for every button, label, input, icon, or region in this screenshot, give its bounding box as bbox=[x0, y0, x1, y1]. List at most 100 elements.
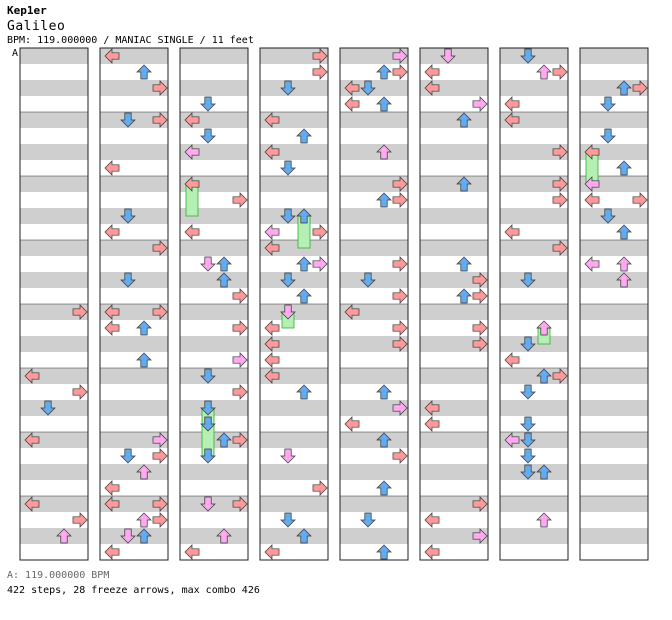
beat-stripe bbox=[580, 272, 648, 288]
down-arrow-icon bbox=[120, 448, 136, 464]
beat-stripe bbox=[100, 80, 168, 96]
song-artist: Kep1er bbox=[7, 4, 47, 17]
right-arrow-icon bbox=[472, 496, 488, 512]
beat-stripe bbox=[100, 368, 168, 384]
down-arrow-icon bbox=[360, 512, 376, 528]
beat-stripe bbox=[340, 432, 408, 448]
left-arrow-icon bbox=[264, 336, 280, 352]
beat-stripe bbox=[100, 432, 168, 448]
beat-stripe bbox=[340, 464, 408, 480]
beat-stripe bbox=[420, 464, 488, 480]
down-arrow-icon bbox=[200, 256, 216, 272]
beat-stripe bbox=[420, 272, 488, 288]
beat-stripe bbox=[420, 144, 488, 160]
beat-stripe bbox=[180, 144, 248, 160]
up-arrow-icon bbox=[136, 464, 152, 480]
up-arrow-icon bbox=[456, 112, 472, 128]
left-arrow-icon bbox=[264, 112, 280, 128]
left-arrow-icon bbox=[584, 192, 600, 208]
beat-stripe bbox=[340, 336, 408, 352]
up-arrow-icon bbox=[376, 544, 392, 560]
right-arrow-icon bbox=[312, 64, 328, 80]
beat-stripe bbox=[20, 496, 88, 512]
beat-stripe bbox=[180, 336, 248, 352]
beat-stripe bbox=[580, 336, 648, 352]
beat-stripe bbox=[100, 144, 168, 160]
beat-stripe bbox=[340, 496, 408, 512]
beat-stripe bbox=[100, 496, 168, 512]
beat-stripe bbox=[20, 432, 88, 448]
up-arrow-icon bbox=[296, 288, 312, 304]
down-arrow-icon bbox=[280, 208, 296, 224]
down-arrow-icon bbox=[200, 496, 216, 512]
right-arrow-icon bbox=[232, 288, 248, 304]
down-arrow-icon bbox=[520, 432, 536, 448]
left-arrow-icon bbox=[264, 368, 280, 384]
beat-stripe bbox=[580, 432, 648, 448]
down-arrow-icon bbox=[600, 96, 616, 112]
up-arrow-icon bbox=[296, 528, 312, 544]
beat-stripe bbox=[20, 208, 88, 224]
left-arrow-icon bbox=[504, 96, 520, 112]
up-arrow-icon bbox=[56, 528, 72, 544]
right-arrow-icon bbox=[152, 304, 168, 320]
right-arrow-icon bbox=[552, 368, 568, 384]
down-arrow-icon bbox=[520, 272, 536, 288]
right-arrow-icon bbox=[392, 336, 408, 352]
right-arrow-icon bbox=[392, 400, 408, 416]
down-arrow-icon bbox=[520, 48, 536, 64]
beat-stripe bbox=[500, 528, 568, 544]
beat-stripe bbox=[100, 464, 168, 480]
left-arrow-icon bbox=[584, 144, 600, 160]
right-arrow-icon bbox=[152, 448, 168, 464]
right-arrow-icon bbox=[152, 432, 168, 448]
beat-stripe bbox=[420, 496, 488, 512]
right-arrow-icon bbox=[72, 512, 88, 528]
beat-stripe bbox=[180, 240, 248, 256]
up-arrow-icon bbox=[536, 512, 552, 528]
beat-stripe bbox=[500, 496, 568, 512]
left-arrow-icon bbox=[104, 48, 120, 64]
beat-stripe bbox=[420, 208, 488, 224]
down-arrow-icon bbox=[200, 96, 216, 112]
down-arrow-icon bbox=[120, 208, 136, 224]
right-arrow-icon bbox=[472, 288, 488, 304]
beat-stripe bbox=[20, 464, 88, 480]
column-border bbox=[179, 47, 249, 561]
chart-column bbox=[499, 47, 569, 561]
down-arrow-icon bbox=[200, 448, 216, 464]
down-arrow-icon bbox=[360, 272, 376, 288]
up-arrow-icon bbox=[136, 320, 152, 336]
beat-stripe bbox=[500, 208, 568, 224]
beat-stripe bbox=[580, 48, 648, 64]
beat-stripe bbox=[500, 112, 568, 128]
beat-stripe bbox=[340, 208, 408, 224]
down-arrow-icon bbox=[520, 416, 536, 432]
beat-stripe bbox=[340, 368, 408, 384]
up-arrow-icon bbox=[536, 64, 552, 80]
left-arrow-icon bbox=[504, 224, 520, 240]
left-arrow-icon bbox=[184, 176, 200, 192]
chart-stats: 422 steps, 28 freeze arrows, max combo 4… bbox=[7, 585, 260, 596]
down-arrow-icon bbox=[520, 336, 536, 352]
up-arrow-icon bbox=[376, 192, 392, 208]
left-arrow-icon bbox=[264, 352, 280, 368]
song-info: BPM: 119.000000 / MANIAC SINGLE / 11 fee… bbox=[7, 35, 254, 46]
right-arrow-icon bbox=[152, 240, 168, 256]
chart-column bbox=[259, 47, 329, 561]
beat-stripe bbox=[20, 112, 88, 128]
beat-stripe bbox=[340, 304, 408, 320]
right-arrow-icon bbox=[552, 240, 568, 256]
right-arrow-icon bbox=[72, 384, 88, 400]
down-arrow-icon bbox=[200, 400, 216, 416]
left-arrow-icon bbox=[104, 320, 120, 336]
left-arrow-icon bbox=[184, 144, 200, 160]
beat-stripe bbox=[420, 112, 488, 128]
up-arrow-icon bbox=[136, 528, 152, 544]
beat-stripe bbox=[180, 112, 248, 128]
beat-stripe bbox=[580, 240, 648, 256]
left-arrow-icon bbox=[104, 496, 120, 512]
down-arrow-icon bbox=[520, 384, 536, 400]
down-arrow-icon bbox=[120, 112, 136, 128]
